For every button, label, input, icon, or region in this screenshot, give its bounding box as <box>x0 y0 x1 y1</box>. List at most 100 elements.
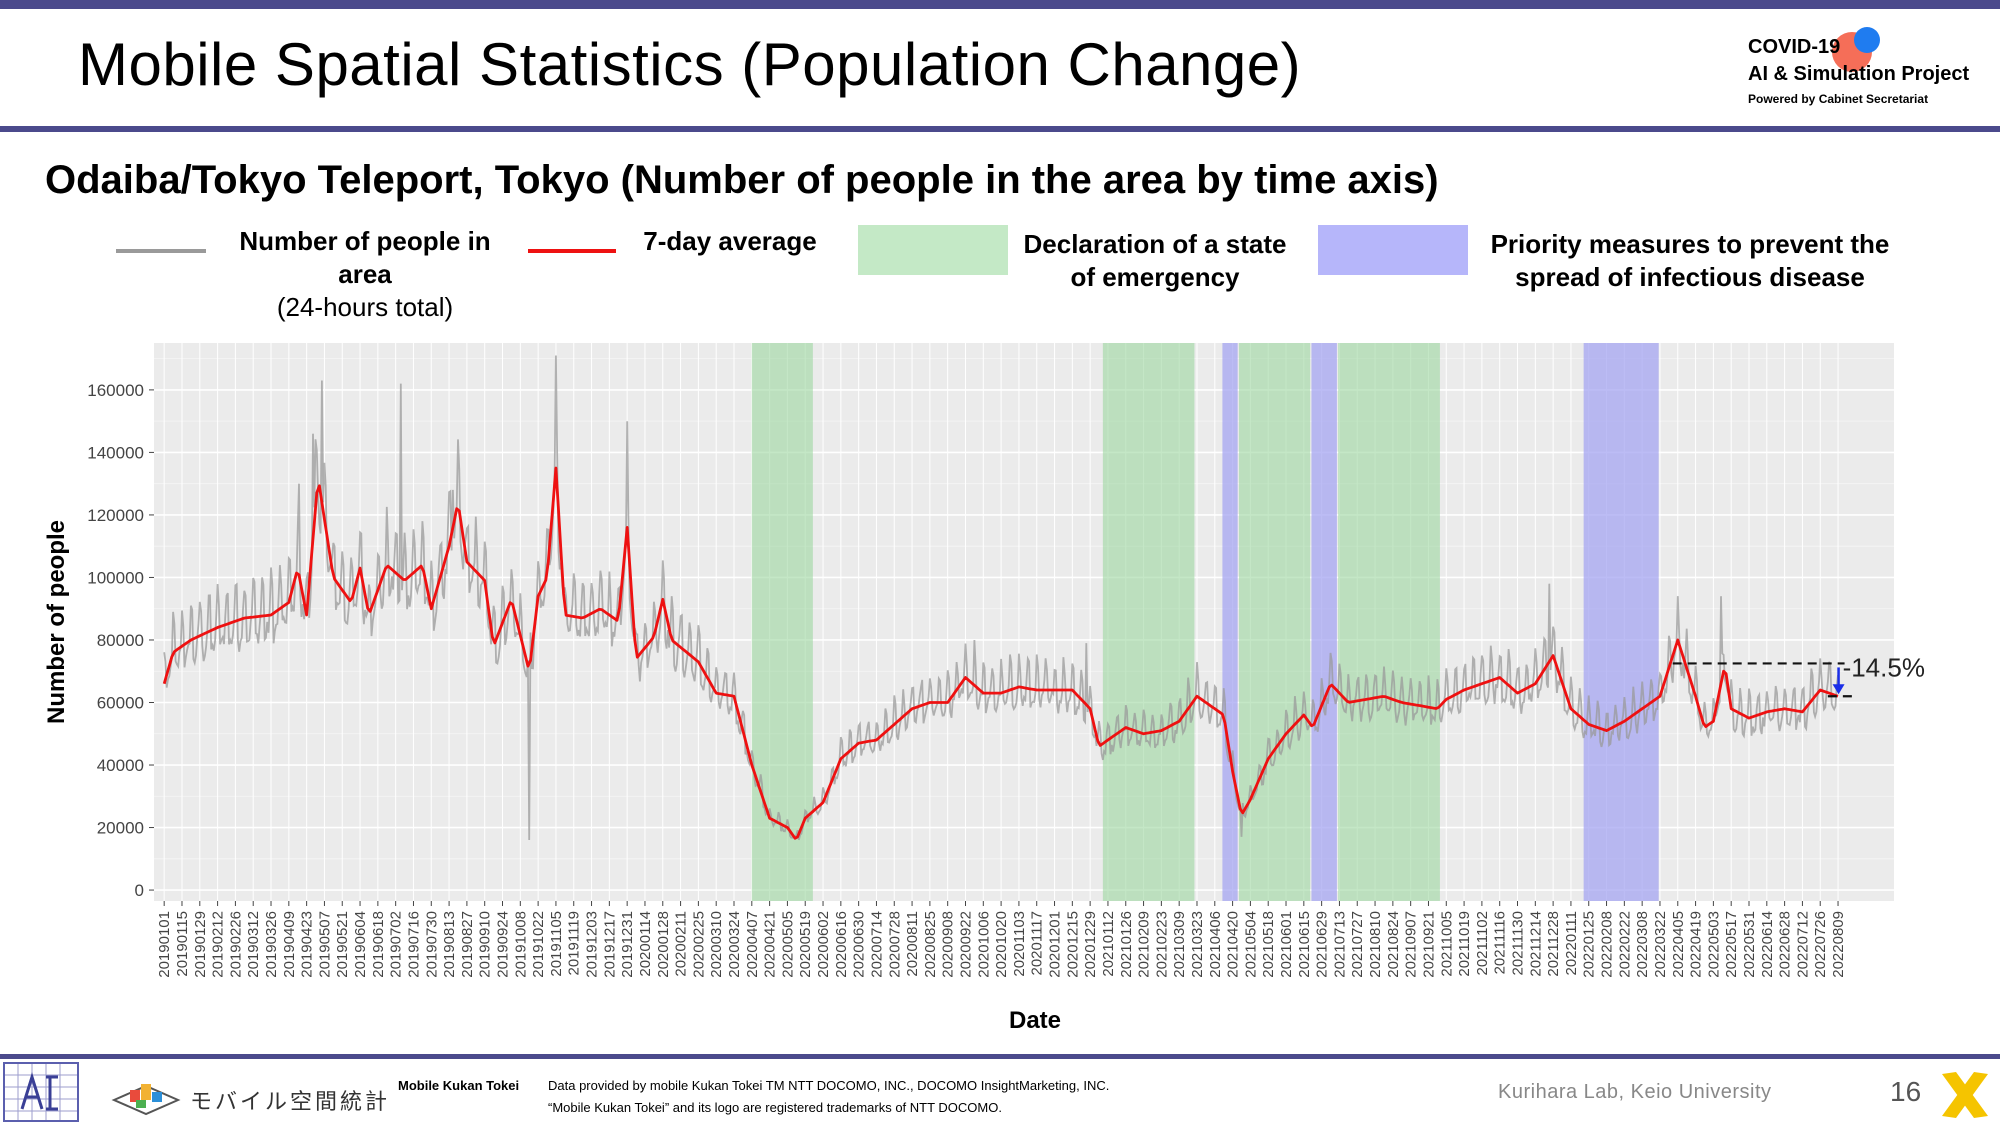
x-tick-label: 20200630 <box>851 911 868 978</box>
legend-emergency: Declaration of a state of emergency <box>1014 228 1296 294</box>
x-tick-label: 20210323 <box>1189 911 1206 978</box>
y-tick-label: 0 <box>135 881 144 900</box>
x-tick-label: 20190716 <box>405 911 422 978</box>
x-tick-label: 20200922 <box>957 911 974 978</box>
x-tick-label: 20211130 <box>1510 911 1527 976</box>
x-tick-label: 20211214 <box>1527 911 1544 977</box>
logo-line3: Powered by Cabinet Secretariat <box>1748 92 1929 106</box>
legend-avg-swatch <box>528 249 616 253</box>
legend-emergency-line2: of emergency <box>1070 262 1240 292</box>
x-tick-label: 20200421 <box>762 911 779 978</box>
x-tick-label: 20201117 <box>1029 911 1046 976</box>
priority-period <box>1311 343 1337 901</box>
footer-credit-2: “Mobile Kukan Tokei” and its logo are re… <box>548 1100 1002 1115</box>
raw-series <box>163 355 1839 841</box>
x-tick-label: 20191105 <box>548 911 565 977</box>
x-axis-label: Date <box>1009 1007 1061 1034</box>
x-tick-label: 20210824 <box>1385 911 1402 978</box>
x-tick-label: 20220628 <box>1777 911 1794 978</box>
x-tick-label: 20190326 <box>263 911 280 978</box>
y-axis: 0 20000 40000 60000 80000 100000 120000 140000 1… <box>87 381 154 900</box>
x-tick-label: 20201229 <box>1082 911 1099 978</box>
x-tick-label: 20190604 <box>352 911 369 978</box>
x-tick-label: 20210601 <box>1278 911 1295 978</box>
x-tick-label: 20190115 <box>174 911 191 977</box>
x-tick-label: 20200908 <box>940 911 957 978</box>
x-tick-label: 20201201 <box>1047 911 1064 978</box>
x-tick-label: 20220531 <box>1741 911 1758 978</box>
x-tick-label: 20191203 <box>584 911 601 978</box>
change-percentage-label: -14.5% <box>1843 652 1925 682</box>
x-tick-label: 20220405 <box>1670 911 1687 978</box>
x-tick-label: 20200519 <box>797 911 814 978</box>
x-tick-label: 20191217 <box>601 911 618 978</box>
x-tick-label: 20190312 <box>245 911 262 978</box>
x-tick-label: 20190129 <box>192 911 209 978</box>
x-tick-label: 20200128 <box>655 911 672 978</box>
y-tick-label: 120000 <box>87 506 144 525</box>
raw-daily-line <box>163 355 1839 841</box>
logo-line2: AI & Simulation Project <box>1748 63 1970 85</box>
mobile-kukan-tokei-logo-icon <box>111 1084 181 1116</box>
x-tick-label: 20190827 <box>459 911 476 978</box>
y-tick-label: 80000 <box>97 631 144 650</box>
x-tick-label: 20190409 <box>281 911 298 978</box>
x-tick-label: 20200407 <box>744 911 761 978</box>
y-tick-label: 40000 <box>97 756 144 775</box>
x-tick-label: 20210810 <box>1367 911 1384 978</box>
x-tick-label: 20220712 <box>1794 911 1811 978</box>
y-tick-label: 100000 <box>87 568 144 587</box>
x-tick-label: 20211102 <box>1474 911 1491 976</box>
x-tick-label: 20190924 <box>495 911 512 978</box>
x-tick-label: 20210420 <box>1225 911 1242 978</box>
change-annotation: -14.5% <box>1672 652 1925 698</box>
x-tick-label: 20200114 <box>637 911 654 977</box>
x-tick-label: 20200728 <box>886 911 903 978</box>
x-tick-label: 20211019 <box>1456 911 1473 977</box>
project-logo: COVID-19 AI & Simulation Project Powered… <box>1748 27 1988 120</box>
x-tick-label: 20210518 <box>1260 911 1277 978</box>
average-series <box>162 466 1839 840</box>
x-tick-label: 20210921 <box>1420 911 1437 978</box>
x-tick-label: 20220125 <box>1581 911 1598 978</box>
legend-raw: Number of people in area (24-hours total… <box>210 225 520 324</box>
x-tick-label: 20210406 <box>1207 911 1224 978</box>
x-tick-label: 20200825 <box>922 911 939 978</box>
x-axis: 20190101 20190115 20190129 20190212 20190226… <box>156 901 1847 978</box>
x-tick-label: 20220222 <box>1616 911 1633 978</box>
x-tick-label: 20190813 <box>441 911 458 978</box>
x-tick-label: 20200324 <box>726 911 743 978</box>
page-title: Mobile Spatial Statistics (Population Ch… <box>78 31 1302 98</box>
top-accent-bar <box>0 0 2000 9</box>
x-tick-label: 20190702 <box>388 911 405 978</box>
x-tick-label: 20220809 <box>1830 911 1847 978</box>
keio-x-logo-icon <box>1942 1072 1988 1118</box>
x-tick-label: 20190910 <box>477 911 494 978</box>
emergency-period <box>1338 343 1440 901</box>
footer-credit-1: Data provided by mobile Kukan Tokei TM N… <box>548 1078 1110 1093</box>
y-tick-label: 20000 <box>97 819 144 838</box>
legend-emergency-line1: Declaration of a state <box>1023 229 1287 259</box>
x-tick-label: 20190730 <box>423 911 440 978</box>
page-number: 16 <box>1890 1076 1922 1107</box>
x-tick-label: 20190101 <box>156 911 173 978</box>
x-tick-label: 20200616 <box>833 911 850 978</box>
footer-msk-en: Mobile Kukan Tokei <box>398 1078 520 1093</box>
logo-blue-circle <box>1854 27 1880 53</box>
x-tick-label: 20220419 <box>1688 911 1705 978</box>
x-tick-label: 20200225 <box>690 911 707 978</box>
legend-avg-label: 7-day average <box>643 226 817 256</box>
x-tick-label: 20220322 <box>1652 911 1669 978</box>
x-tick-label: 20210223 <box>1153 911 1170 978</box>
y-tick-label: 160000 <box>87 381 144 400</box>
x-tick-label: 20201103 <box>1011 911 1028 977</box>
legend-raw-sub: (24-hours total) <box>276 292 454 322</box>
x-tick-label: 20210112 <box>1100 911 1117 977</box>
x-tick-label: 20200211 <box>673 911 690 977</box>
x-tick-label: 20210309 <box>1171 911 1188 978</box>
legend-priority-line2: spread of infectious disease <box>1515 262 1865 292</box>
legend-priority-swatch <box>1318 225 1468 275</box>
lab-logo-icon <box>3 1062 79 1122</box>
x-tick-label: 20190423 <box>299 911 316 978</box>
x-tick-label: 20211228 <box>1545 911 1562 977</box>
